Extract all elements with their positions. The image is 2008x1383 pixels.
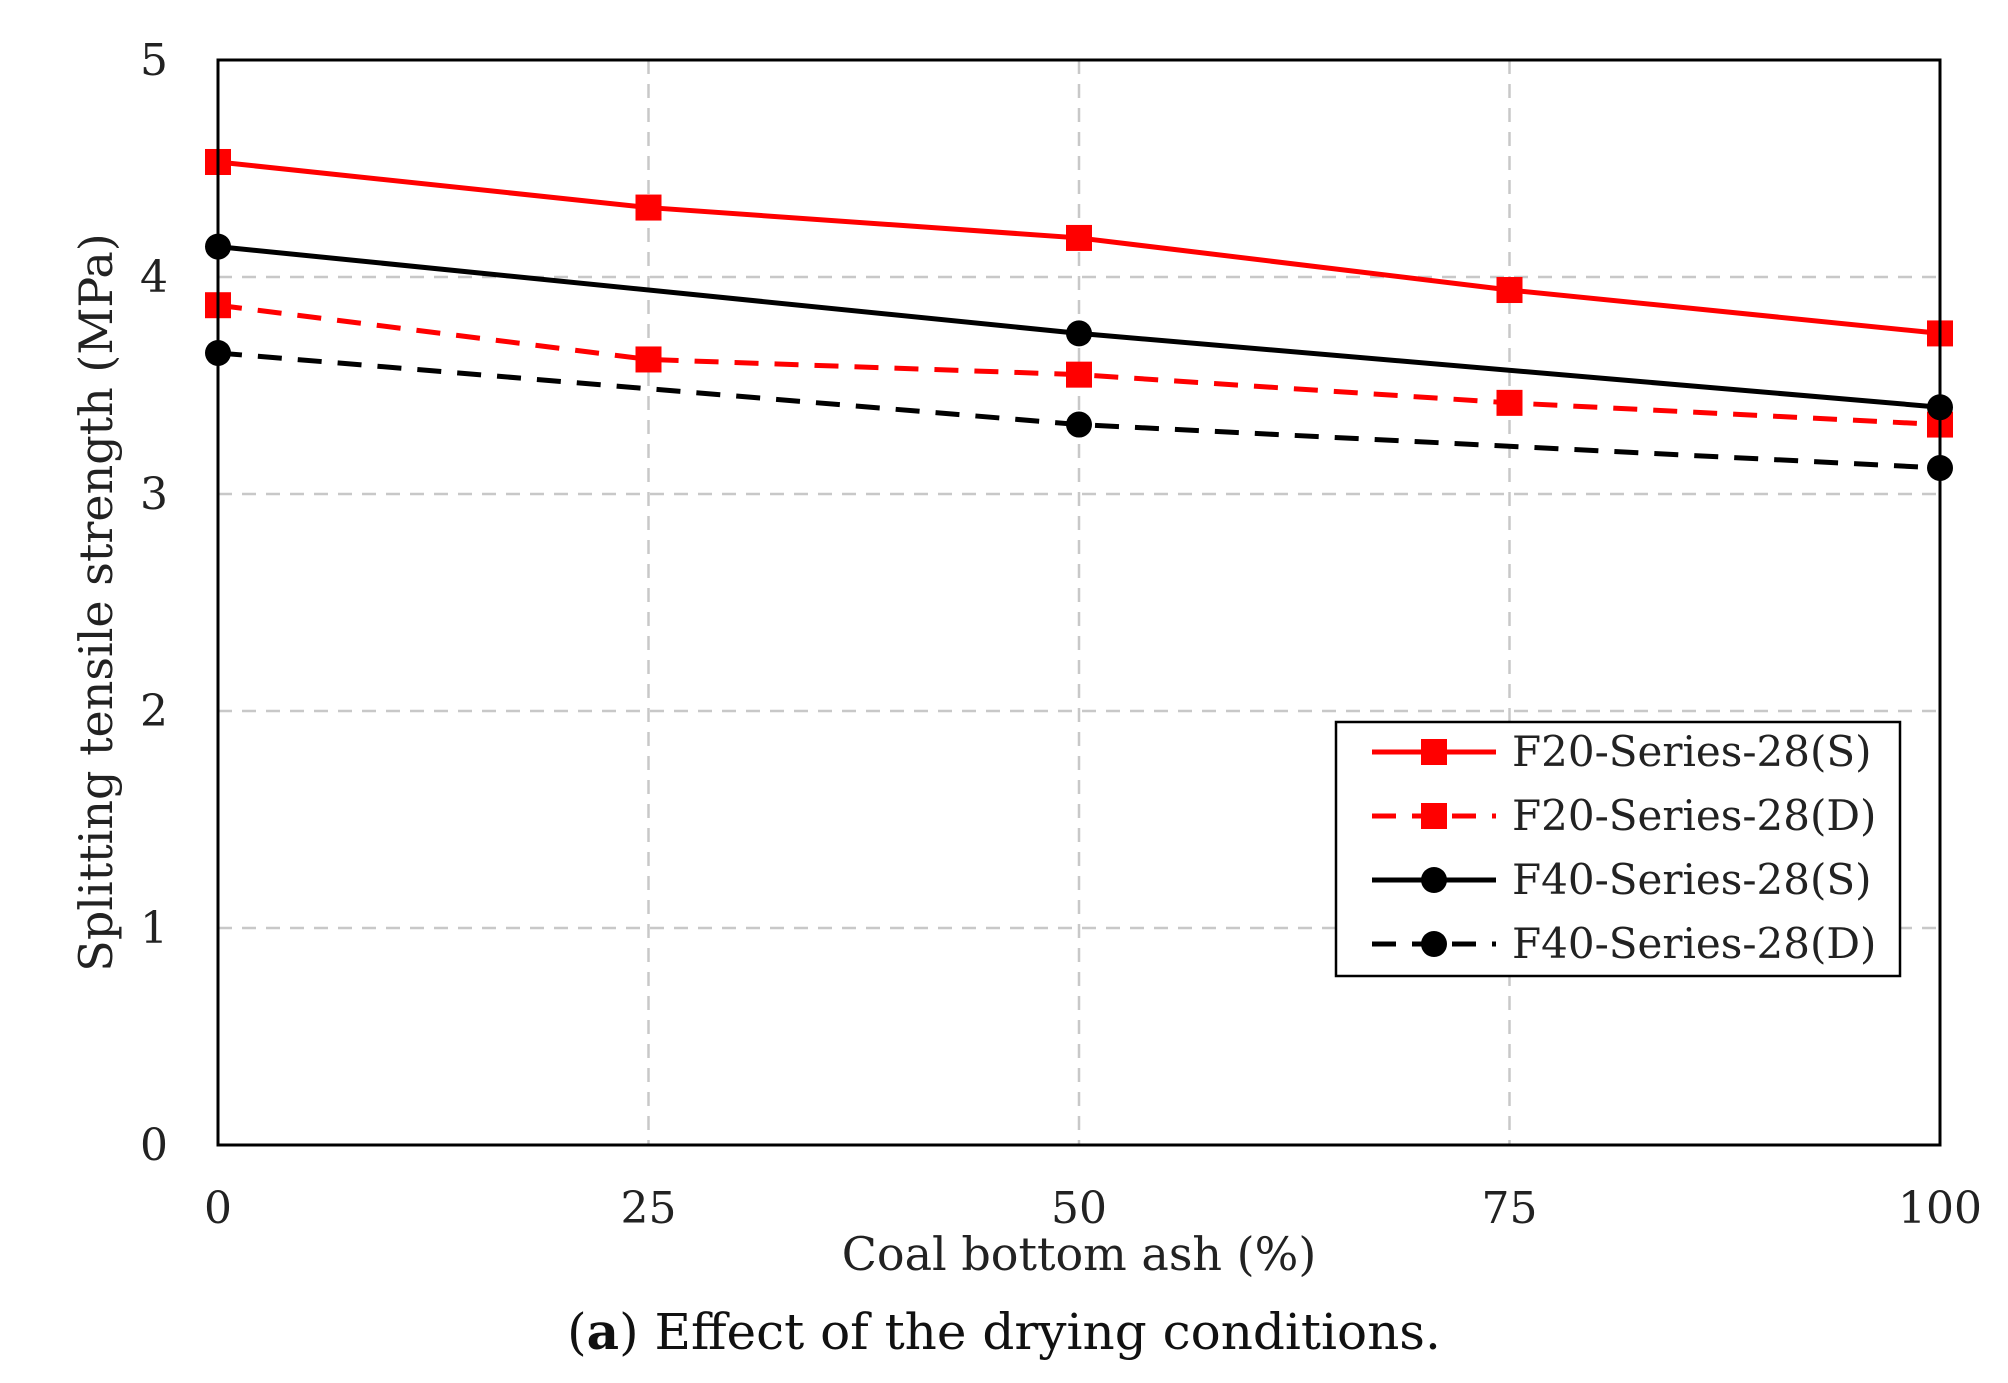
grid	[218, 60, 1940, 1145]
y-tick-label: 3	[140, 469, 168, 520]
caption-text: Effect of the drying conditions.	[638, 1303, 1441, 1361]
legend-item: F20-Series-28(D)	[1372, 791, 1876, 840]
x-tick-label: 100	[1898, 1183, 1982, 1234]
series-layer	[205, 148, 1953, 481]
caption-open: (	[567, 1303, 587, 1361]
legend-label: F40-Series-28(S)	[1512, 855, 1872, 904]
data-point	[1496, 277, 1523, 304]
figure-caption: (a) Effect of the drying conditions.	[0, 1302, 2008, 1361]
data-point	[635, 346, 662, 373]
series-1	[205, 148, 1953, 347]
data-point	[1066, 411, 1092, 438]
y-tick-label: 2	[140, 686, 168, 737]
legend-label: F20-Series-28(S)	[1512, 727, 1872, 776]
legend-label: F20-Series-28(D)	[1512, 791, 1876, 840]
legend-marker	[1421, 803, 1447, 829]
legend-marker	[1421, 739, 1447, 765]
x-tick-label: 25	[621, 1183, 677, 1234]
legend-item: F40-Series-28(D)	[1372, 919, 1876, 968]
legend: F20-Series-28(S) F20-Series-28(D) F40-Seri…	[1334, 720, 1902, 978]
y-tick-label: 0	[140, 1120, 168, 1171]
legend-item: F40-Series-28(S)	[1372, 855, 1872, 904]
x-axis-ticks: 0 25 50 75 100	[204, 1183, 1982, 1234]
x-tick-label: 50	[1051, 1183, 1107, 1234]
y-tick-label: 1	[140, 903, 168, 954]
y-tick-label: 4	[140, 252, 168, 303]
caption-letter: a	[586, 1302, 620, 1361]
data-point	[1066, 224, 1092, 251]
legend-item: F20-Series-28(S)	[1372, 727, 1872, 776]
plot-frame	[216, 58, 1942, 1147]
y-axis-ticks: 0 1 2 3 4 5	[140, 35, 168, 1171]
x-tick-label: 75	[1482, 1183, 1538, 1234]
legend-marker	[1421, 867, 1447, 893]
legend-label: F40-Series-28(D)	[1512, 919, 1876, 968]
y-tick-label: 5	[140, 35, 168, 86]
x-tick-label: 0	[204, 1183, 232, 1234]
data-point	[1066, 320, 1092, 347]
legend-marker	[1421, 931, 1447, 957]
x-axis-title: Coal bottom ash (%)	[842, 1227, 1317, 1281]
data-point	[635, 194, 662, 221]
y-axis-title: Splitting tensile strength (MPa)	[69, 233, 123, 971]
caption-close: )	[619, 1303, 639, 1361]
series-line	[217, 302, 1941, 428]
data-point	[1066, 361, 1092, 388]
data-point	[1496, 389, 1523, 416]
